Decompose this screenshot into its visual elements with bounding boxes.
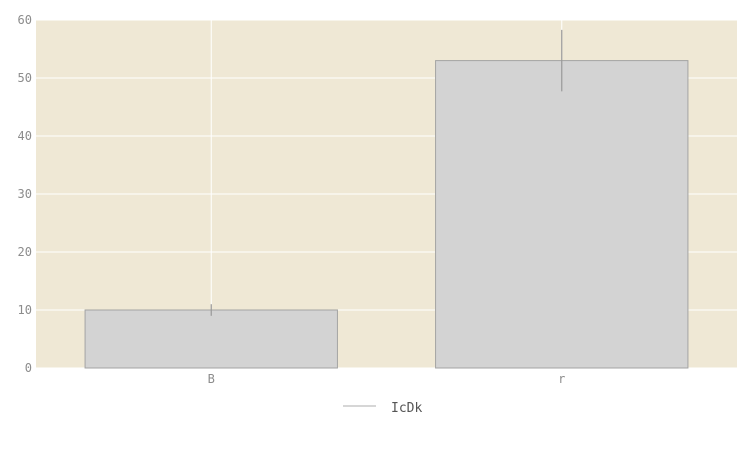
error-bars — [210, 29, 563, 316]
legend-label-icdk: IcDk — [391, 401, 422, 416]
y-tick-label-30: 30 — [18, 187, 32, 201]
y-tick-label-0: 0 — [25, 361, 32, 375]
y-tick-label-40: 40 — [18, 129, 32, 143]
y-axis-ticks: 0 10 20 30 40 50 60 — [18, 13, 32, 375]
y-tick-label-50: 50 — [18, 71, 32, 85]
bar-r — [435, 60, 689, 369]
y-tick-label-10: 10 — [18, 303, 32, 317]
bars — [84, 60, 689, 369]
x-tick-label-B: B — [208, 372, 215, 386]
bar-B — [84, 309, 338, 369]
legend: IcDk — [343, 401, 422, 416]
x-tick-label-r: r — [558, 372, 565, 386]
y-tick-label-60: 60 — [18, 13, 32, 27]
y-tick-label-20: 20 — [18, 245, 32, 259]
